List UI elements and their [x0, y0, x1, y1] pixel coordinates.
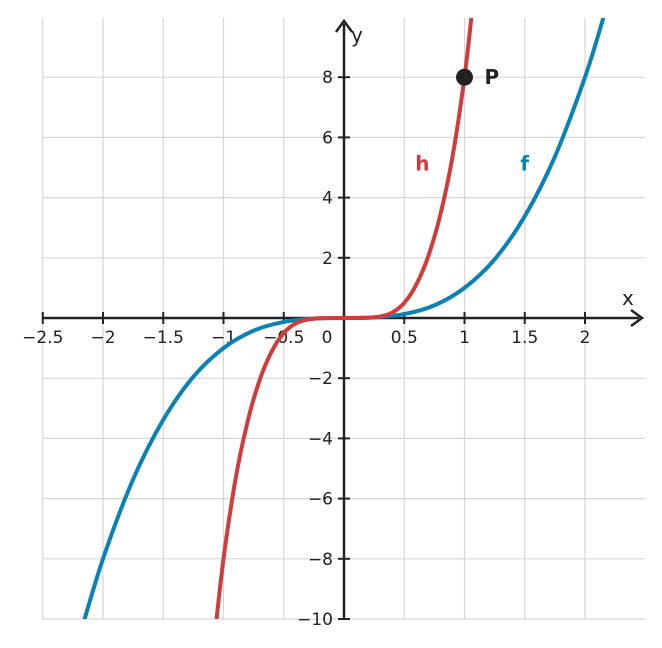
y-axis-arrow [334, 18, 354, 33]
curves [82, 18, 606, 619]
y-axis-label: y [351, 23, 363, 47]
x-tick-label: 0.5 [391, 328, 418, 348]
y-tick-label: 6 [322, 128, 333, 148]
origin-label: 0 [322, 328, 333, 348]
x-tick-label: −0.5 [263, 328, 304, 348]
x-tick-label: 1.5 [511, 328, 538, 348]
points: P [456, 65, 499, 89]
x-axis-arrow [630, 308, 645, 328]
x-axis-label: x [622, 286, 634, 310]
point-P [456, 68, 473, 86]
point-label-P: P [485, 65, 500, 89]
series-h-line [214, 18, 474, 619]
curve-label-f: f [520, 152, 529, 176]
x-tick-label: 2 [580, 328, 591, 348]
x-tick-label: −2.5 [22, 328, 63, 348]
x-tick-label: −2 [90, 328, 115, 348]
y-tick-label: −4 [308, 429, 333, 449]
y-tick-label: 8 [322, 68, 333, 88]
y-tick-label: −8 [308, 550, 333, 570]
y-tick-label: −10 [297, 610, 333, 630]
curve-label-h: h [415, 152, 429, 176]
x-tick-label: −1.5 [143, 328, 184, 348]
y-tick-label: −6 [308, 490, 333, 510]
ticks: −2.5 −2 −1.5 −1 −0.5 0.5 1 1.5 2 −10 −8 −6 −4 −2 2 4 6 8 [22, 68, 590, 630]
y-tick-label: −2 [308, 369, 333, 389]
y-tick-label: 2 [322, 249, 333, 269]
y-tick-label: 4 [322, 189, 333, 209]
x-tick-label: −1 [211, 328, 236, 348]
x-tick-label: 1 [459, 328, 470, 348]
